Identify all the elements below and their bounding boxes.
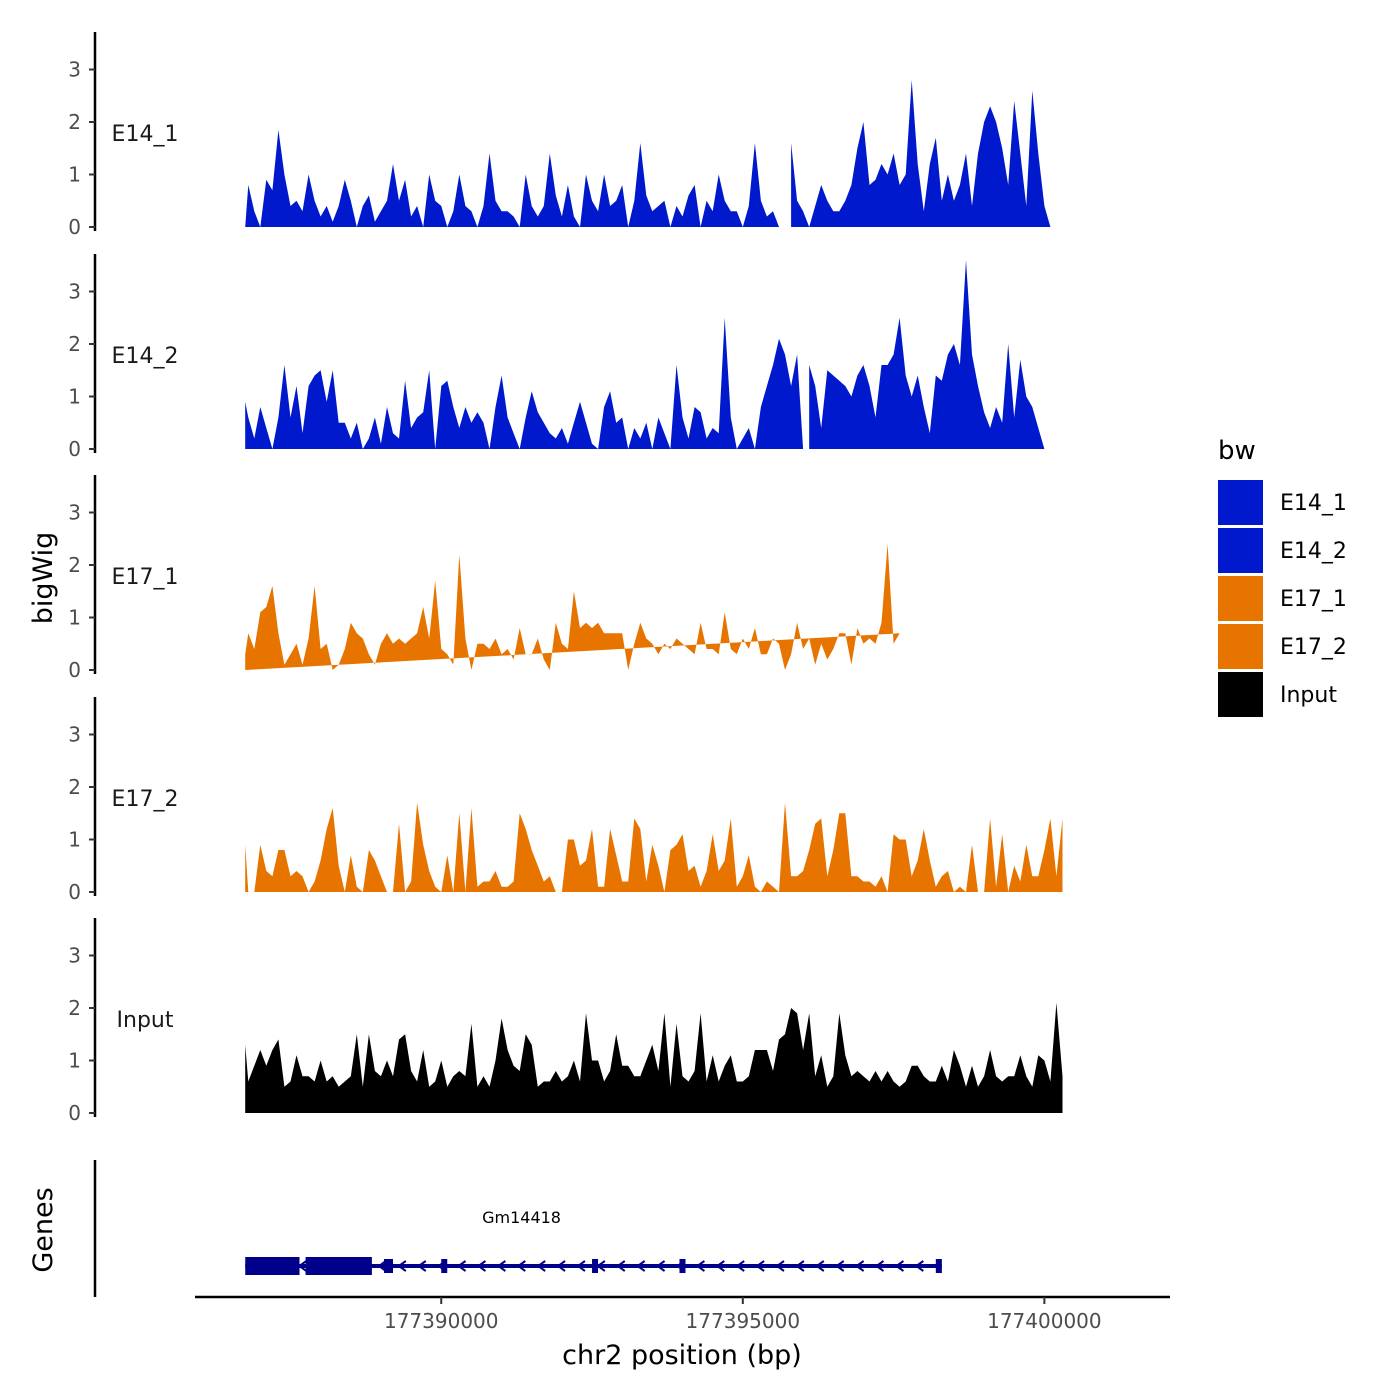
x-axis-title: chr2 position (bp) — [562, 1340, 802, 1371]
y-tick-label: 0 — [68, 880, 81, 904]
y-tick-label: 3 — [68, 501, 81, 525]
strand-arrow — [576, 1260, 586, 1272]
gene-exon — [305, 1257, 372, 1275]
strand-arrow — [834, 1260, 845, 1272]
y-tick-label: 3 — [68, 944, 81, 968]
y-tick-label: 1 — [68, 385, 81, 409]
y-tick-label: 1 — [68, 1049, 81, 1073]
x-axis: 177390000 177395000 177400000 — [195, 1295, 1170, 1333]
y-tick-label: 3 — [68, 723, 81, 747]
track-panel-input: 0 1 2 3 Input — [68, 918, 1063, 1125]
signal-area-e17-2 — [245, 802, 1063, 892]
strand-arrow — [635, 1260, 646, 1272]
legend-swatch — [1218, 480, 1263, 525]
strand-arrow — [476, 1260, 487, 1272]
track-label: Input — [117, 1008, 174, 1033]
legend-swatch — [1218, 576, 1263, 621]
strand-arrow — [417, 1260, 427, 1272]
strand-arrow — [556, 1260, 566, 1272]
strand-arrow — [894, 1260, 905, 1272]
y-tick-label: 0 — [68, 658, 81, 682]
track-panel-e17-1: 0 1 2 3 E17_1 — [68, 475, 900, 682]
signal-area-e14-1 — [245, 80, 1051, 227]
strand-arrow — [456, 1260, 467, 1272]
y-tick-label: 2 — [68, 996, 81, 1020]
strand-arrow — [795, 1260, 805, 1272]
gene-panel: Gm14418 — [93, 1160, 942, 1297]
gene-exon — [245, 1257, 300, 1275]
strand-arrow — [735, 1260, 745, 1272]
track-label: E17_2 — [112, 787, 179, 812]
track-panel-e17-2: 0 1 2 3 E17_2 — [68, 697, 1063, 904]
genes-panel-title: Genes — [28, 1187, 59, 1272]
legend-label: Input — [1280, 683, 1337, 708]
y-tick-label: 2 — [68, 110, 81, 134]
y-tick-label: 0 — [68, 215, 81, 239]
strand-arrow — [775, 1260, 785, 1272]
strand-arrow — [874, 1260, 885, 1272]
track-label: E17_1 — [112, 565, 179, 590]
strand-arrow — [536, 1260, 546, 1272]
strand-arrow — [815, 1260, 825, 1272]
strand-arrow — [616, 1260, 626, 1272]
legend-swatch — [1218, 624, 1263, 669]
legend-swatch — [1218, 672, 1263, 717]
legend-swatch — [1218, 528, 1263, 573]
x-tick-label: 177395000 — [686, 1309, 801, 1333]
strand-arrow — [914, 1260, 924, 1272]
y-tick-label: 1 — [68, 606, 81, 630]
track-panels: 0 1 2 3 E14_1 0 1 2 3 E14_2 0 1 2 3 E17_1 0 1 2 3 E17_2 0 1 2 3… — [68, 32, 1063, 1125]
y-tick-label: 2 — [68, 775, 81, 799]
y-axis-title: bigWig — [28, 532, 59, 625]
y-tick-label: 1 — [68, 163, 81, 187]
strand-arrow — [397, 1260, 407, 1272]
y-tick-label: 0 — [68, 437, 81, 461]
legend-label: E14_1 — [1280, 491, 1347, 516]
track-label: E14_1 — [112, 122, 179, 147]
x-tick-label: 177400000 — [987, 1309, 1102, 1333]
y-tick-label: 2 — [68, 553, 81, 577]
y-tick-label: 3 — [68, 280, 81, 304]
x-tick-label: 177390000 — [384, 1309, 499, 1333]
signal-area-e17-1 — [245, 544, 900, 670]
track-label: E14_2 — [112, 344, 179, 369]
strand-arrow — [695, 1260, 705, 1272]
strand-arrow — [854, 1260, 865, 1272]
y-tick-label: 1 — [68, 828, 81, 852]
gene-exon — [441, 1259, 448, 1273]
strand-arrow — [655, 1260, 666, 1272]
strand-arrow — [755, 1260, 765, 1272]
strand-arrow — [516, 1260, 526, 1272]
y-tick-label: 2 — [68, 332, 81, 356]
signal-area-e14-2 — [245, 260, 1045, 449]
strand-arrow — [715, 1260, 725, 1272]
gene-exon — [592, 1259, 599, 1273]
legend-title: bw — [1218, 436, 1256, 466]
y-tick-label: 0 — [68, 1101, 81, 1125]
strand-arrow — [377, 1260, 387, 1272]
track-panel-e14-2: 0 1 2 3 E14_2 — [68, 254, 1045, 461]
track-panel-e14-1: 0 1 2 3 E14_1 — [68, 32, 1051, 239]
signal-area-input — [245, 1002, 1063, 1113]
strand-arrow — [496, 1260, 506, 1272]
y-tick-label: 3 — [68, 58, 81, 82]
gene-exon — [679, 1259, 686, 1273]
gene-exon — [935, 1259, 942, 1273]
gene-name-label: Gm14418 — [482, 1208, 561, 1227]
legend: bw E14_1 E14_2 E17_1 E17_2 Input — [1218, 436, 1347, 717]
legend-label: E14_2 — [1280, 539, 1347, 564]
legend-label: E17_1 — [1280, 587, 1347, 612]
gene-exon — [383, 1259, 393, 1273]
legend-label: E17_2 — [1280, 635, 1347, 660]
